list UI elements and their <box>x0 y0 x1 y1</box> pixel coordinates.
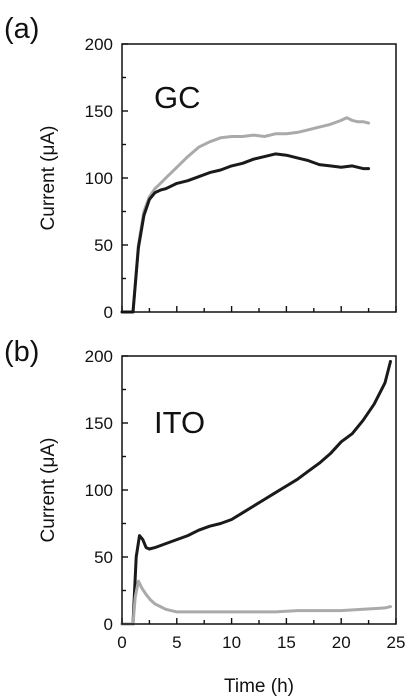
panel-a-tick-labels: 0 50 100 150 200 <box>85 35 113 322</box>
panel-b-series-line-2 <box>120 579 392 626</box>
panel-a-y-tick-label: 50 <box>94 236 113 255</box>
panel-b-series-line-1 <box>120 359 392 626</box>
panel-b-series <box>120 359 392 626</box>
panel-b-x-axis-title: Time (h) <box>224 676 294 697</box>
panel-b-y-tick-label: 50 <box>94 548 113 567</box>
panel-a-series-line-2 <box>120 152 371 314</box>
panel-b-plot-frame <box>121 355 397 625</box>
panel-a-plot-frame <box>121 43 397 313</box>
panel-b-label: (b) <box>4 336 39 368</box>
panel-a-y-tick-label: 150 <box>85 102 113 121</box>
panel-b-x-tick-label: 15 <box>277 633 296 652</box>
panel-b-inset-label: ITO <box>154 405 205 440</box>
panel-b-x-tick-label: 5 <box>172 633 181 652</box>
panel-b-tick-labels: 0 50 100 150 200 0 5 10 15 20 25 <box>85 347 406 652</box>
panel-b-y-tick-label: 150 <box>85 414 113 433</box>
panel-b-ticks <box>121 355 397 625</box>
panel-a-y-tick-label: 0 <box>104 303 113 322</box>
panel-b-x-tick-label: 20 <box>332 633 351 652</box>
panel-b-x-tick-label: 10 <box>222 633 241 652</box>
panel-a-y-tick-label: 100 <box>85 169 113 188</box>
panel-a-y-axis-title: Current (μA) <box>38 126 59 231</box>
panel-b: (b) ITO Current (μA) Time (h) 0501001502… <box>4 336 405 697</box>
panel-a-series-line-1 <box>120 116 371 314</box>
panel-a: (a) GC Current (μA) 0 50 100 150 200 <box>4 13 397 322</box>
panel-b-y-tick-label: 0 <box>104 615 113 634</box>
panel-a-series <box>120 116 371 314</box>
panel-b-y-tick-label: 200 <box>85 347 113 366</box>
panel-b-y-tick-label: 100 <box>85 481 113 500</box>
panel-a-y-tick-label: 200 <box>85 35 113 54</box>
panel-b-x-tick-label: 25 <box>387 633 406 652</box>
panel-a-inset-label: GC <box>154 80 201 115</box>
panel-b-x-tick-label: 0 <box>117 633 126 652</box>
panel-b-y-axis-title: Current (μA) <box>38 438 59 543</box>
panel-a-label: (a) <box>4 13 39 45</box>
